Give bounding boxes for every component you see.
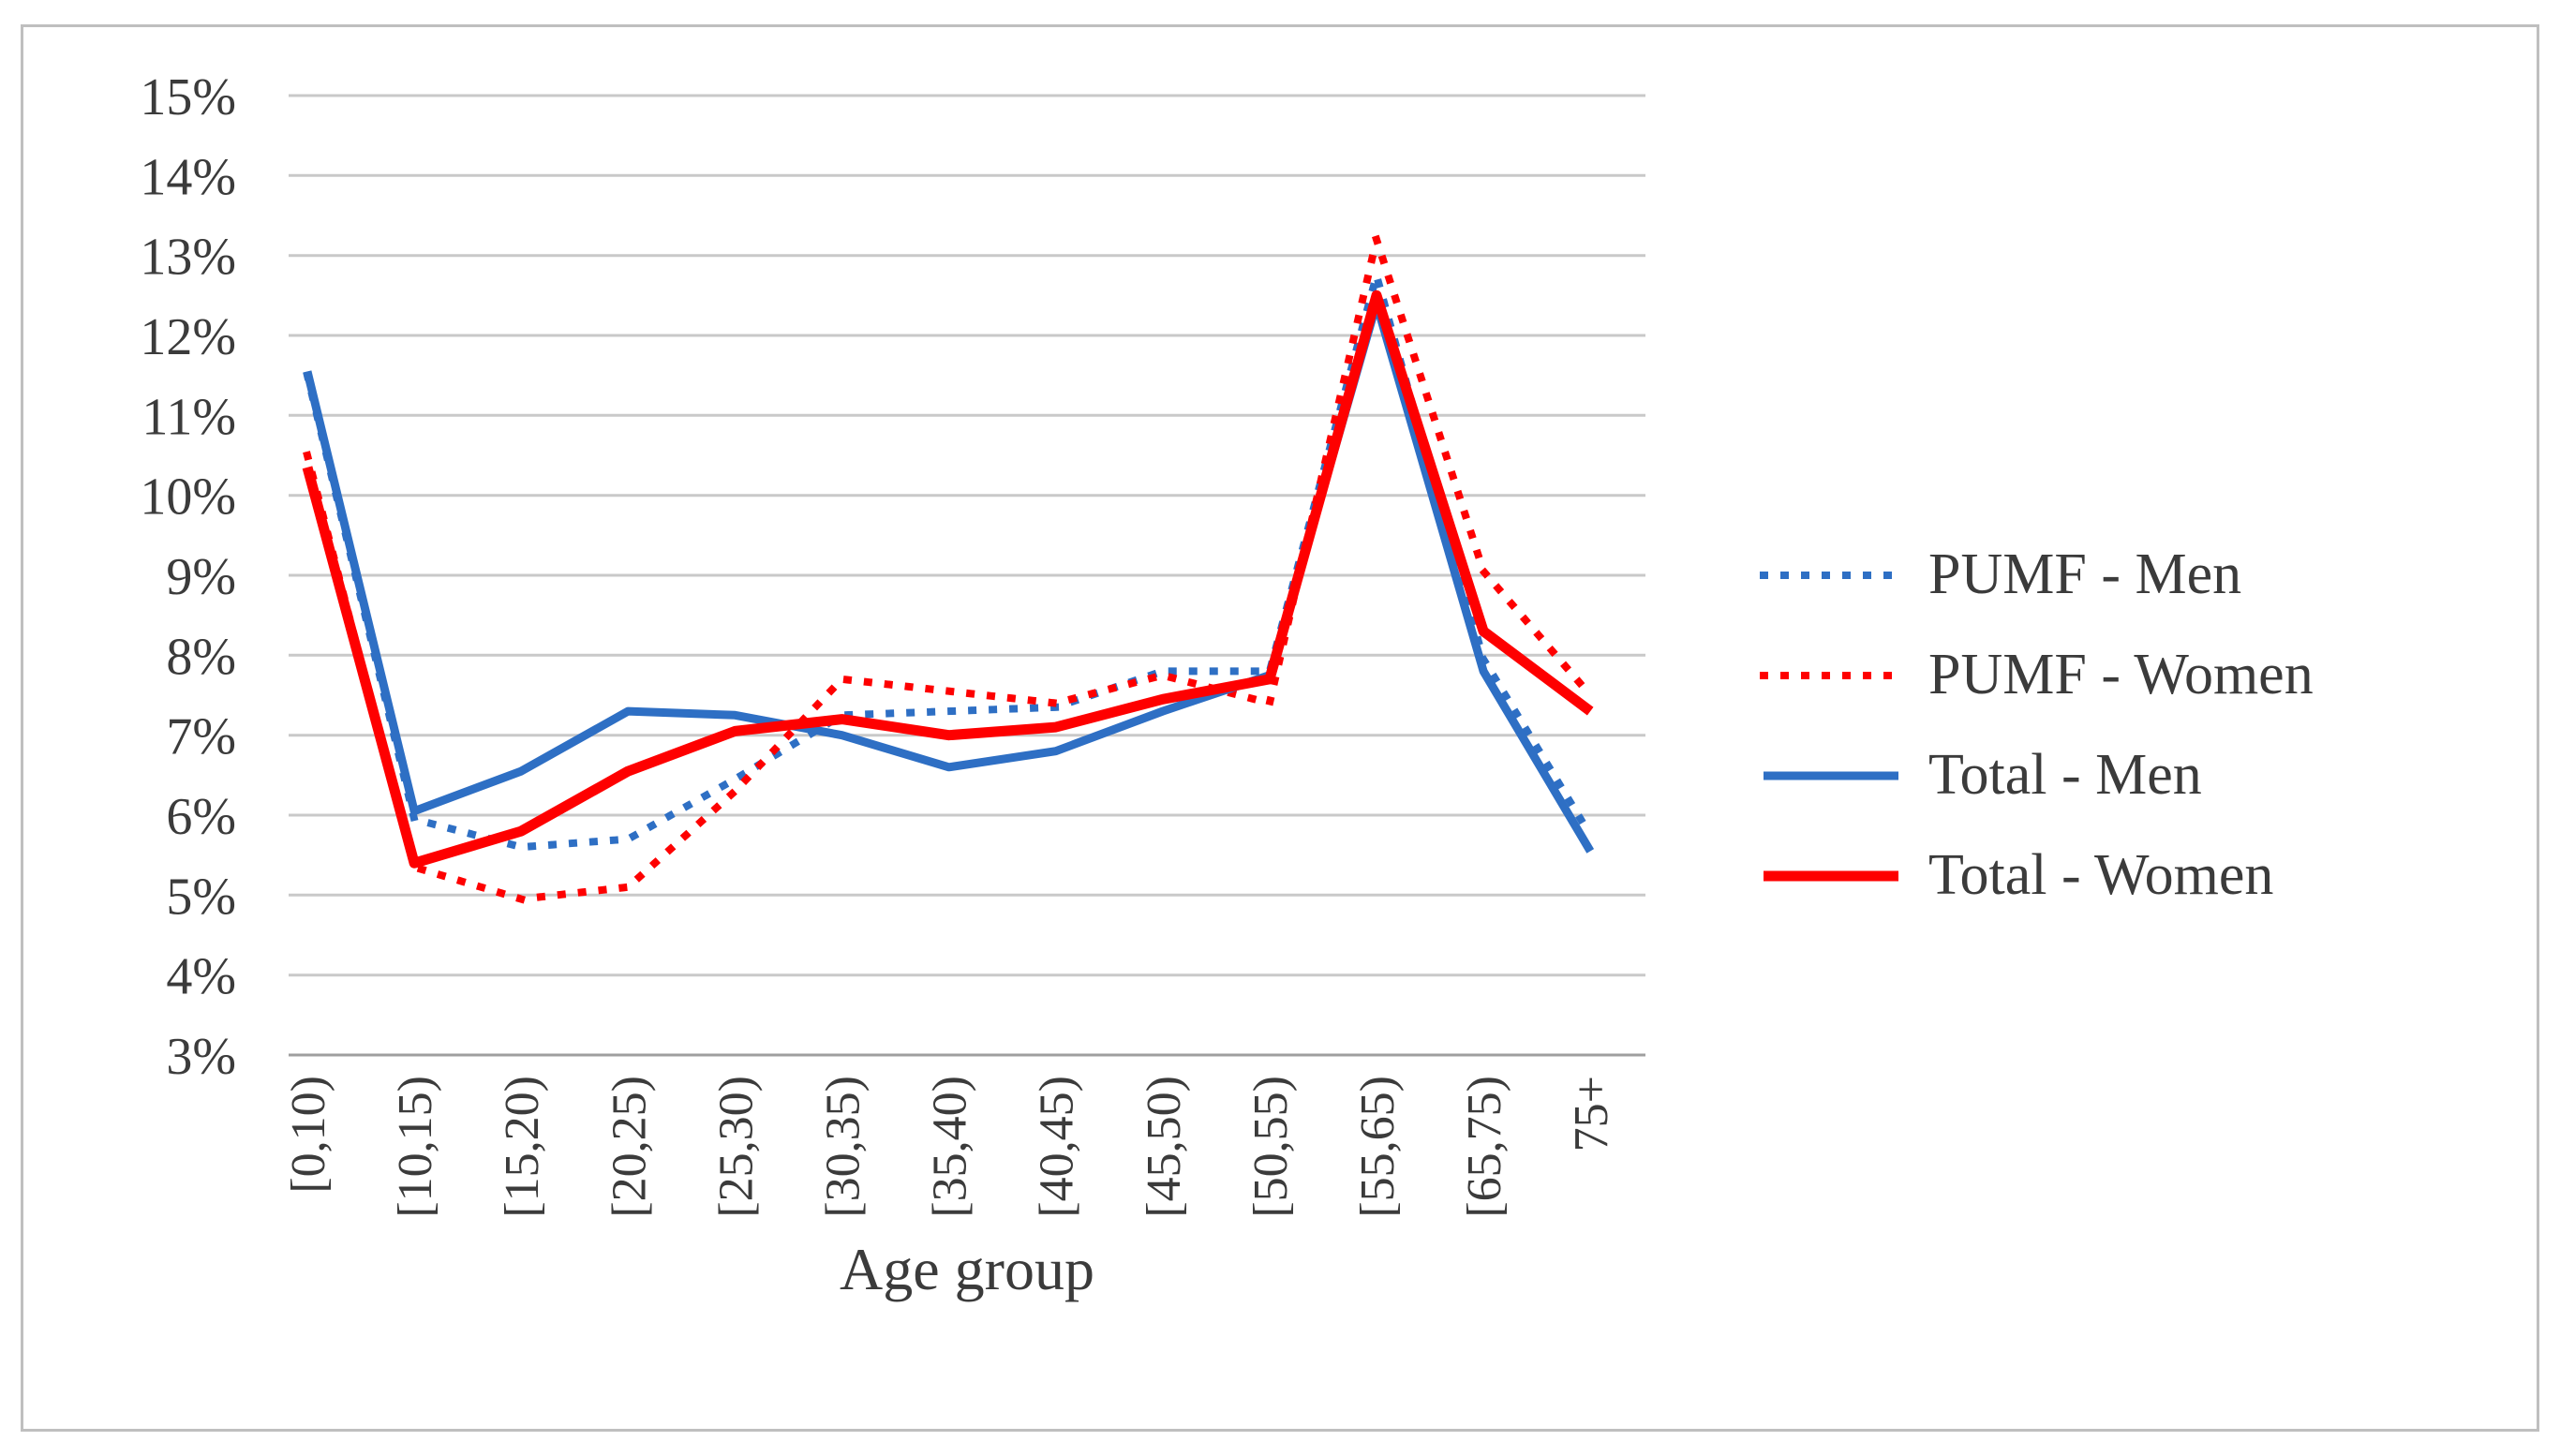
x-axis-tick-labels: [0,10) [10,15) [15,20) [20,25) [25,30) [30,35… xyxy=(282,1076,1618,1218)
svg-text:4%: 4% xyxy=(166,948,236,1006)
legend-label: PUMF - Men xyxy=(1928,542,2242,606)
svg-text:7%: 7% xyxy=(166,708,236,766)
x-axis-title: Age group xyxy=(840,1236,1094,1302)
svg-text:9%: 9% xyxy=(166,548,236,606)
svg-text:15%: 15% xyxy=(140,68,236,126)
svg-text:[30,35): [30,35) xyxy=(817,1076,871,1218)
legend-item-pumf-women: PUMF - Women xyxy=(1760,625,2314,725)
svg-text:[10,15): [10,15) xyxy=(389,1076,442,1218)
legend: PUMF - Men PUMF - Women Total - Men Tota… xyxy=(1760,525,2314,926)
svg-text:[65,75): [65,75) xyxy=(1458,1076,1511,1218)
svg-text:12%: 12% xyxy=(140,308,236,366)
svg-text:8%: 8% xyxy=(166,628,236,686)
svg-text:[25,30): [25,30) xyxy=(709,1076,763,1218)
legend-item-total-men: Total - Men xyxy=(1760,725,2314,825)
pumf-men-dotted-line-swatch xyxy=(1760,571,1902,579)
svg-text:14%: 14% xyxy=(140,148,236,206)
pumf-women-dotted-line-swatch xyxy=(1760,671,1902,679)
legend-label: Total - Men xyxy=(1928,743,2202,807)
total-women-solid-line-swatch xyxy=(1764,870,1898,881)
data-series-lines xyxy=(302,235,1596,903)
svg-text:75+: 75+ xyxy=(1565,1076,1618,1151)
svg-text:6%: 6% xyxy=(166,788,236,846)
svg-text:[20,25): [20,25) xyxy=(603,1076,656,1218)
svg-text:13%: 13% xyxy=(140,229,236,287)
gridlines xyxy=(289,94,1645,1057)
legend-item-total-women: Total - Women xyxy=(1760,825,2314,926)
svg-text:[35,40): [35,40) xyxy=(924,1076,977,1218)
svg-text:11%: 11% xyxy=(141,388,236,446)
svg-text:3%: 3% xyxy=(166,1028,236,1086)
total-men-solid-line-swatch xyxy=(1764,771,1898,780)
svg-text:5%: 5% xyxy=(166,868,236,926)
svg-text:[15,20): [15,20) xyxy=(496,1076,549,1218)
figure-border xyxy=(21,24,2539,1432)
y-axis-tick-labels: 3% 4% 5% 6% 7% 8% 9% 10% 11% 12% 13% 14% 15% xyxy=(140,68,236,1086)
legend-item-pumf-men: PUMF - Men xyxy=(1760,525,2314,625)
svg-text:[50,55): [50,55) xyxy=(1244,1076,1298,1218)
svg-text:[55,65): [55,65) xyxy=(1351,1076,1405,1218)
svg-text:[40,45): [40,45) xyxy=(1031,1076,1084,1218)
svg-text:10%: 10% xyxy=(140,468,236,527)
legend-label: Total - Women xyxy=(1928,843,2274,907)
svg-text:[0,10): [0,10) xyxy=(282,1076,335,1194)
legend-label: PUMF - Women xyxy=(1928,643,2314,706)
svg-text:[45,50): [45,50) xyxy=(1138,1076,1191,1218)
